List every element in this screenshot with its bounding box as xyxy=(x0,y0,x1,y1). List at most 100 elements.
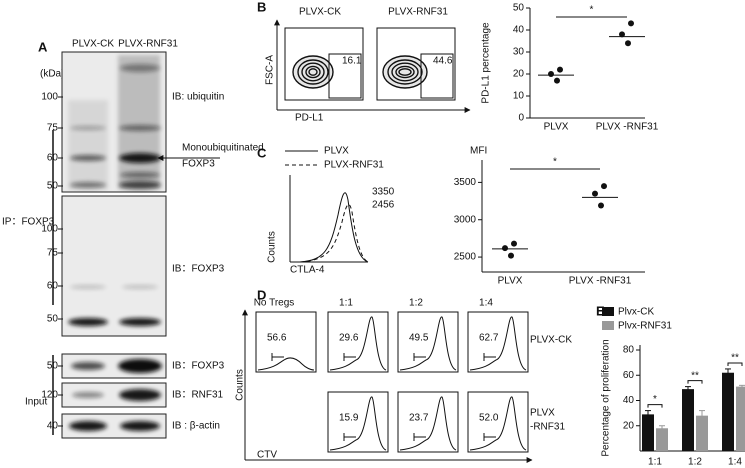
point xyxy=(628,20,634,27)
y-tick-label: 40 xyxy=(623,395,635,406)
y-tick-label: 80 xyxy=(623,345,635,356)
contour xyxy=(305,65,321,79)
x-tick-label: PLVX xyxy=(498,276,523,287)
bar xyxy=(682,389,694,451)
point xyxy=(598,202,604,209)
ib-label: IB：FOXP3 xyxy=(172,264,225,275)
band xyxy=(122,285,158,289)
contour xyxy=(292,55,334,89)
panel-label: E xyxy=(596,303,605,318)
x-tick-label: 1:1 xyxy=(648,457,662,468)
y-tick-label: 40 xyxy=(513,25,525,36)
contour xyxy=(387,59,423,85)
smear xyxy=(118,55,160,189)
input-label: Input xyxy=(25,397,47,408)
x-tick-label: PLVX xyxy=(544,122,569,133)
band xyxy=(118,359,162,373)
band xyxy=(68,318,108,326)
panel-label: B xyxy=(257,0,266,14)
significance-label: * xyxy=(653,394,657,405)
column-title: 1:1 xyxy=(339,298,353,309)
gate-value: 62.7 xyxy=(479,333,499,344)
gate-value: 15.9 xyxy=(339,413,359,424)
flow-box xyxy=(467,391,529,453)
band xyxy=(120,421,160,431)
point xyxy=(548,71,554,77)
y-axis-label: PD-L1 percentage xyxy=(481,22,492,104)
legend-label: PLVX-RNF31 xyxy=(324,160,384,171)
column-title: No Tregs xyxy=(254,298,295,309)
x-tick-label: 1:2 xyxy=(688,457,702,468)
y-tick-label: 3000 xyxy=(454,214,477,225)
ib-label: IB：FOXP3 xyxy=(172,361,225,372)
legend-swatch xyxy=(602,321,614,330)
bar xyxy=(642,414,654,451)
histogram xyxy=(399,396,457,451)
contour xyxy=(395,65,415,79)
ip-label: IP：FOXP3 xyxy=(2,217,55,228)
significance-label: * xyxy=(590,5,594,16)
ib-label: IB: ubiquitin xyxy=(172,92,224,103)
y-tick-label: 0 xyxy=(518,113,524,124)
band xyxy=(120,64,160,72)
ib-label: IB : β-actin xyxy=(172,421,220,432)
bar xyxy=(736,386,745,451)
gate-value: 16.1 xyxy=(342,56,362,67)
point xyxy=(592,190,598,197)
band xyxy=(119,318,161,326)
histogram xyxy=(257,357,315,371)
panel-label: D xyxy=(257,287,266,302)
contour xyxy=(308,68,318,76)
flow-box xyxy=(467,311,529,373)
point xyxy=(619,31,625,38)
legend-label: PLVX xyxy=(324,146,349,157)
panel-label: A xyxy=(38,39,48,54)
legend-label: Plvx-RNF31 xyxy=(618,321,672,332)
band xyxy=(70,182,106,188)
gate-value: 29.6 xyxy=(339,333,359,344)
mfi-value: 2456 xyxy=(372,200,395,211)
flow-box xyxy=(376,27,456,101)
y-tick-label: 2500 xyxy=(454,252,477,263)
significance-label: ** xyxy=(731,353,739,364)
band xyxy=(70,285,106,289)
band xyxy=(119,153,161,163)
point xyxy=(511,240,517,247)
x-axis-label: CTV xyxy=(257,450,277,461)
hist-y-label: Counts xyxy=(267,231,278,263)
row-label: PLVX-CK xyxy=(530,335,572,346)
marker-label: 100 xyxy=(41,92,58,103)
significance-label: * xyxy=(553,157,557,168)
lane-label: PLVX-RNF31 xyxy=(118,39,178,50)
flow-box xyxy=(255,311,317,373)
band xyxy=(70,126,106,130)
band xyxy=(71,362,105,370)
point xyxy=(508,252,514,259)
significance-bracket xyxy=(647,404,663,408)
x-tick-label: 1:4 xyxy=(728,457,742,468)
marker-label: 100 xyxy=(41,224,58,235)
y-axis-label: MFI xyxy=(470,146,487,157)
contour xyxy=(301,62,325,82)
flow-x-label: PD-L1 xyxy=(295,113,324,124)
gate-value: 49.5 xyxy=(409,333,429,344)
gate xyxy=(420,53,454,99)
bar xyxy=(722,372,734,451)
point xyxy=(625,40,631,47)
column-title: 1:2 xyxy=(409,298,423,309)
band xyxy=(119,125,161,131)
histogram xyxy=(469,316,527,371)
y-axis-label: Percentage of proliferation xyxy=(601,339,612,456)
histogram xyxy=(329,316,387,371)
ib-label: IB：RNF31 xyxy=(172,390,224,401)
lane-label: PLVX-CK xyxy=(72,39,114,50)
contour xyxy=(382,55,428,89)
marker-label: 75 xyxy=(47,123,59,134)
row-label: -RNF31 xyxy=(530,422,565,433)
band xyxy=(119,389,161,401)
smear xyxy=(68,100,108,190)
y-tick-label: 20 xyxy=(623,420,635,431)
bar xyxy=(696,415,708,451)
band xyxy=(120,172,160,178)
